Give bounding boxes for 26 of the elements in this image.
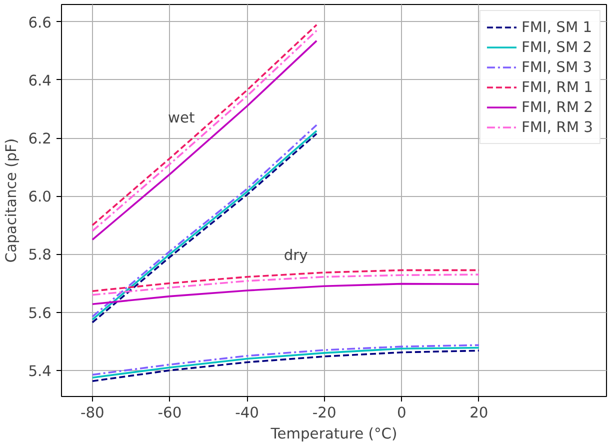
- legend-label: FMI, RM 3: [521, 118, 593, 136]
- line-series: [92, 269, 480, 292]
- x-tick-label: -60: [158, 404, 182, 422]
- y-tick-label: 6.2: [28, 130, 52, 148]
- legend-label: FMI, RM 2: [521, 98, 593, 116]
- legend-label: FMI, SM 2: [521, 38, 592, 56]
- x-tick-label: -40: [235, 404, 260, 422]
- x-tick-label: 20: [470, 404, 488, 422]
- annotation: dry: [284, 246, 308, 264]
- line-series: [92, 274, 480, 296]
- y-tick-label: 5.6: [28, 304, 52, 322]
- y-axis-title: Capacitance (pF): [3, 138, 20, 263]
- x-axis-title: Temperature (°C): [270, 426, 398, 442]
- legend-label: FMI, SM 1: [521, 18, 592, 36]
- legend-label: FMI, RM 1: [521, 78, 593, 96]
- x-tick-label: -20: [312, 404, 336, 422]
- y-tick-label: 6.0: [28, 188, 52, 206]
- x-tick-label: -80: [80, 404, 104, 422]
- y-tick-label: 6.4: [28, 72, 52, 90]
- line-series: [92, 282, 480, 306]
- y-tick-label: 5.4: [28, 362, 52, 380]
- legend-label: FMI, SM 3: [521, 58, 592, 76]
- y-tick-label: 5.8: [28, 246, 52, 264]
- annotation: wet: [168, 110, 196, 127]
- y-tick-label: 6.6: [28, 14, 52, 32]
- x-tick-label: 0: [396, 404, 406, 422]
